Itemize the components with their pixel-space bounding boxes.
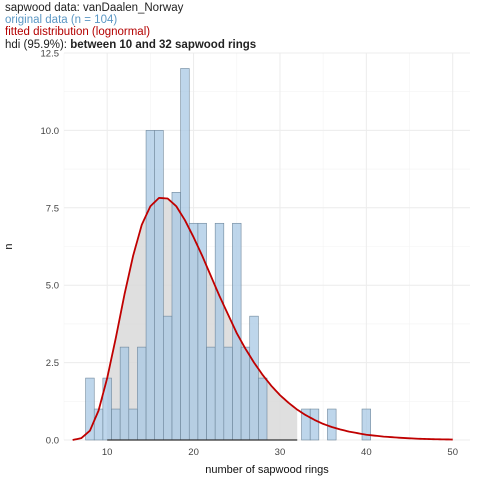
- y-tick-label: 5.0: [46, 281, 59, 292]
- histogram-bar: [171, 192, 181, 441]
- histogram-bar: [137, 346, 147, 441]
- histogram-bar: [361, 408, 371, 441]
- histogram-bar: [327, 408, 337, 441]
- y-tick-label: 0.0: [46, 436, 59, 447]
- hdi-range: between 10 and 32 sapwood rings: [70, 38, 257, 51]
- histogram-bar: [240, 346, 251, 441]
- histogram-bar: [309, 408, 320, 441]
- fitted-curve: [72, 196, 453, 441]
- histogram-bar: [145, 130, 155, 441]
- y-tick-label: 7.5: [46, 203, 59, 214]
- fitted-distribution-label: fitted distribution (lognormal): [5, 26, 151, 39]
- y-tick-label: 10.0: [41, 126, 60, 137]
- hdi-label: hdi (95.9%): between 10 and 32 sapwood r…: [5, 39, 256, 51]
- x-tick-label: 50: [447, 447, 458, 458]
- x-axis-title: number of sapwood rings: [205, 464, 329, 476]
- histogram-bar: [214, 222, 225, 441]
- histogram-bar: [119, 346, 130, 441]
- histogram-bar: [206, 346, 216, 441]
- chart-header: sapwood data: vanDaalen_Norway original …: [5, 2, 256, 51]
- y-axis-title: n: [3, 243, 15, 249]
- x-tick-label: 30: [275, 447, 286, 458]
- chart-title: sapwood data: vanDaalen_Norway: [5, 2, 184, 14]
- histogram-bar: [154, 130, 164, 441]
- original-data-label: original data (n = 104): [5, 14, 118, 27]
- x-tick-label: 20: [188, 447, 199, 458]
- histogram-bar: [111, 408, 121, 441]
- y-tick-label: 12.5: [41, 49, 60, 60]
- histogram-bar: [128, 408, 138, 441]
- x-tick-label: 10: [102, 447, 113, 458]
- hdi-prefix: hdi (95.9%):: [5, 38, 71, 51]
- histogram-bar: [93, 408, 104, 441]
- histogram-bar: [180, 68, 190, 441]
- histogram-bar: [258, 377, 268, 441]
- histogram-bar: [223, 346, 233, 441]
- histogram-bar: [249, 315, 259, 441]
- y-tick-label: 2.5: [46, 358, 59, 369]
- histogram-bar: [188, 222, 199, 441]
- histogram-bar: [163, 315, 173, 441]
- x-tick-label: 40: [361, 447, 372, 458]
